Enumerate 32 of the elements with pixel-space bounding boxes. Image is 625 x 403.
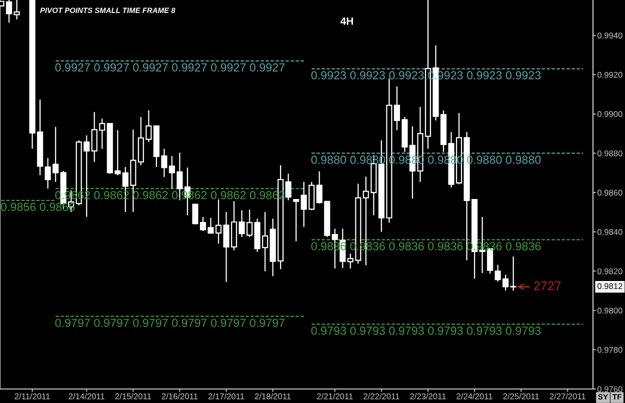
x-tick-label: 2/22/2011 [364, 393, 400, 400]
x-tick-label: 2/17/2011 [208, 393, 244, 400]
y-tick-label: 0.9820 [597, 268, 622, 274]
x-tick-label: 2/25/2011 [503, 393, 539, 400]
x-tick-label: 2/15/2011 [115, 393, 151, 400]
x-tick-label: 2/18/2011 [255, 393, 291, 400]
y-tick-label: 0.9800 [597, 308, 622, 314]
annotation: 2727 [534, 281, 561, 290]
x-tick-label: 2/11/2011 [14, 393, 50, 400]
annotation: 4H [340, 18, 353, 25]
y-tick-label: 0.9880 [597, 150, 622, 156]
series-label: 0.9927 0.9927 0.9927 0.9927 0.9927 0.9927 [55, 63, 285, 72]
annotation: 0.9812 [597, 283, 622, 290]
x-tick-label: 2/24/2011 [456, 393, 492, 400]
candlestick [285, 173, 292, 201]
y-tick-label: 0.9780 [597, 346, 622, 353]
candlestick [510, 256, 516, 292]
x-tick-label: 2/23/2011 [410, 393, 446, 400]
series-label: 0.9797 0.9797 0.9797 0.9797 0.9797 0.9797 [55, 318, 285, 327]
series-label: 0.9793 0.9793 0.9793 0.9793 0.9793 0.9793 [311, 326, 541, 335]
x-tick-label: 2/14/2011 [68, 393, 104, 400]
candlestick [14, 0, 20, 20]
y-tick-label: 0.9760 [597, 386, 622, 392]
y-tick-label: 0.9840 [597, 229, 622, 235]
y-tick-label: 0.9940 [597, 32, 622, 38]
y-tick-label: 0.9900 [597, 111, 622, 118]
x-tick-label: 2/27/2011 [550, 393, 586, 400]
x-tick-label: 2/16/2011 [162, 393, 198, 400]
candlestick [293, 199, 300, 242]
y-tick-label: 0.9860 [597, 190, 622, 196]
y-tick-label: 0.9920 [597, 72, 622, 78]
x-tick-label: 2/21/2011 [317, 393, 353, 400]
